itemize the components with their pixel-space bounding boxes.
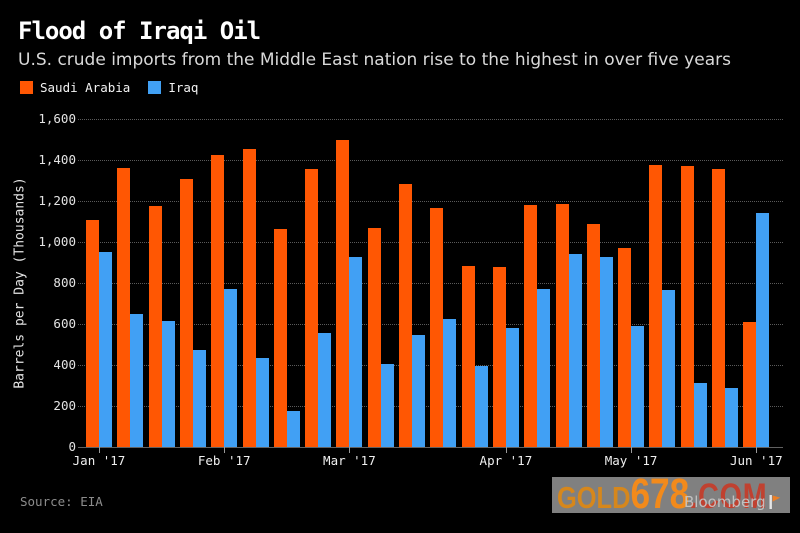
iraq-bar-w0 [99,252,112,447]
iraq-swatch-icon [148,81,162,94]
saudi-arabia-bar-w2 [148,206,162,447]
saudi-arabia-bar-w3 [179,179,193,447]
x-axis-tick [99,447,100,453]
x-tick-label: Mar '17 [323,453,376,468]
saudi-arabia-bar-w14 [524,205,538,447]
x-tick-label: Jun '17 [729,453,783,468]
gridline-1600 [78,119,783,120]
x-axis-tick [505,447,507,453]
x-axis-tick [349,447,351,453]
iraq-bar-w16 [599,257,613,447]
page-title: Flood of Iraqi Oil [18,17,261,45]
y-tick-label-0: 0 [68,439,76,454]
saudi-arabia-bar-w12 [461,265,475,447]
saudi-arabia-bar-w6 [273,228,287,447]
watermark-text: GOLD 678 .COM [557,477,768,513]
y-tick-label-1200: 1,200 [38,193,76,208]
iraq-bar-w11 [443,318,457,447]
iraq-bar-w21 [756,213,770,447]
source-note: Source: EIA [20,494,103,509]
legend: Saudi Arabia Iraq [20,80,198,95]
saudi-arabia-bar-w13 [492,266,506,447]
x-axis-line [78,447,783,448]
iraq-bar-w14 [537,289,551,447]
x-tick-label: May '17 [604,453,658,468]
saudi-arabia-bar-w5 [242,148,256,447]
saudi-arabia-bar-w4 [211,154,225,447]
saudi-arabia-bar-w16 [586,223,600,447]
saudi-arabia-bar-w17 [618,248,632,447]
bloomberg-credit: Bloomberg [684,493,781,511]
watermark-number: 678 [630,477,690,513]
y-tick-label-1400: 1,400 [38,152,76,167]
saudi-arabia-bar-w10 [399,183,412,447]
saudi-arabia-bar-w19 [680,166,694,447]
saudi-arabia-bar-w1 [117,168,131,447]
gridline-1400 [78,160,783,161]
iraq-bar-w5 [255,357,269,447]
iraq-bar-w8 [349,257,363,447]
x-axis-tick [224,447,226,453]
saudi-arabia-swatch-icon [20,81,33,94]
watermark-gold: GOLD [557,479,631,513]
iraq-bar-w12 [474,366,488,447]
saudi-arabia-bar-w0 [86,220,99,447]
iraq-bar-w6 [286,411,300,447]
x-axis-tick [756,447,758,453]
iraq-bar-w2 [161,320,175,447]
y-tick-label-1600: 1,600 [38,111,76,126]
saudi-arabia-bar-w7 [305,169,319,447]
iraq-bar-w10 [412,335,425,447]
y-tick-label-600: 600 [53,316,76,331]
legend-label-saudi-arabia: Saudi Arabia [40,80,131,95]
iraq-bar-w3 [192,349,206,447]
y-tick-label-800: 800 [53,275,76,290]
saudi-arabia-bar-w18 [649,165,663,447]
legend-item-saudi-arabia: Saudi Arabia [20,80,130,95]
watermark: GOLD 678 .COM [552,477,790,513]
gridline-1200 [78,201,783,202]
chart-subtitle: U.S. crude imports from the Middle East … [18,50,731,70]
x-axis-tick [631,447,633,453]
iraq-bar-w9 [380,363,394,447]
x-tick-label: Apr '17 [479,453,533,468]
iraq-bar-w4 [224,289,238,447]
saudi-arabia-bar-w20 [712,169,725,447]
y-tick-label-200: 200 [53,398,76,413]
bloomberg-label: Bloomberg [684,493,766,511]
saudi-arabia-bar-w8 [336,139,350,447]
bloomberg-flag-icon [768,494,781,510]
watermark-com: .COM [689,477,768,513]
iraq-bar-w20 [725,387,738,447]
iraq-bar-w7 [318,333,332,447]
iraq-bar-w19 [693,383,707,447]
saudi-arabia-bar-w15 [555,204,569,447]
saudi-arabia-bar-w9 [367,227,381,447]
legend-label-iraq: Iraq [168,80,199,95]
legend-item-iraq: Iraq [148,80,198,95]
iraq-bar-w18 [662,290,676,447]
iraq-bar-w13 [505,328,519,447]
y-tick-label-1000: 1,000 [38,234,76,249]
iraq-bar-w17 [631,326,645,447]
iraq-bar-w15 [568,254,582,447]
saudi-arabia-bar-w11 [430,208,444,447]
iraq-bar-w1 [130,313,144,447]
x-tick-label: Jan '17 [72,453,126,468]
saudi-arabia-bar-w21 [743,321,757,447]
x-tick-label: Feb '17 [197,453,251,468]
y-tick-label-400: 400 [53,357,76,372]
